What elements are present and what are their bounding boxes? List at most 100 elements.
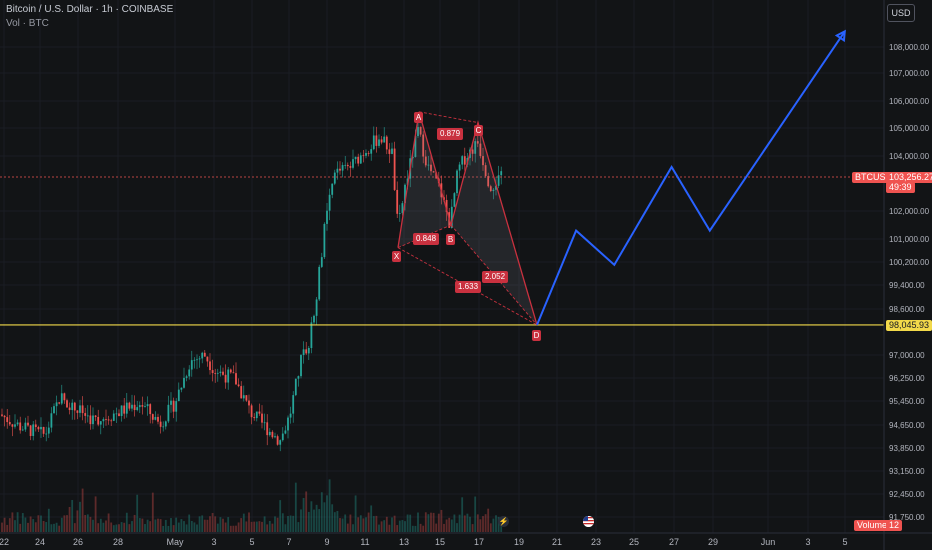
candle-body	[458, 164, 461, 171]
pattern-point-d[interactable]: D	[532, 330, 541, 341]
time-tick-label: 19	[514, 537, 524, 547]
volume-bar	[89, 516, 92, 532]
lightning-icon[interactable]: ⚡	[498, 516, 509, 527]
volume-bar	[448, 517, 451, 532]
price-tick-label: 91,750.00	[889, 513, 925, 522]
volume-bar	[14, 520, 16, 532]
volume-bar	[255, 521, 258, 532]
candle-body	[310, 322, 313, 349]
candle-body	[219, 371, 222, 373]
time-tick-label: 3	[211, 537, 216, 547]
pattern-point-a[interactable]: A	[414, 112, 423, 123]
volume-bar	[253, 521, 256, 532]
candle-body	[380, 139, 383, 143]
candle-body	[398, 213, 401, 214]
candle-body	[258, 411, 261, 414]
candle-body	[58, 402, 61, 404]
currency-button[interactable]: USD	[887, 4, 915, 22]
candle-body	[89, 415, 92, 425]
candle-body	[21, 429, 24, 431]
candle-body	[302, 349, 305, 356]
volume-bar	[136, 494, 139, 532]
volume-bar	[157, 518, 159, 532]
us-flag-icon[interactable]	[583, 516, 594, 527]
volume-bar	[66, 515, 68, 532]
candle-body	[14, 424, 16, 427]
candle-body	[365, 153, 367, 156]
volume-bar	[354, 495, 357, 532]
volume-indicator-title[interactable]: Vol · BTC	[6, 18, 49, 29]
candle-body	[123, 405, 126, 414]
volume-bar	[289, 515, 292, 532]
pattern-point-c[interactable]: C	[474, 125, 483, 136]
volume-bar	[144, 524, 146, 532]
candle-body	[401, 203, 404, 214]
candle-body	[97, 416, 100, 425]
volume-bar	[24, 517, 27, 532]
candle-body	[164, 421, 167, 427]
volume-bar	[164, 519, 167, 532]
candle-body	[216, 372, 219, 374]
volume-bar	[115, 524, 118, 532]
candle-body	[149, 404, 152, 415]
candle-body	[315, 299, 318, 316]
candle-body	[339, 168, 341, 171]
candle-body	[274, 436, 276, 438]
volume-bar	[154, 519, 157, 532]
time-tick-label: 29	[708, 537, 718, 547]
volume-label: Volume	[854, 520, 891, 531]
volume-bar	[40, 515, 42, 532]
volume-bar	[385, 516, 388, 532]
candle-body	[118, 413, 120, 417]
time-tick-label: 5	[842, 537, 847, 547]
candle-body	[232, 372, 235, 374]
candle-body	[336, 168, 339, 173]
candle-body	[255, 411, 258, 419]
candle-body	[419, 127, 422, 135]
projection-path	[536, 30, 846, 326]
time-tick-label: 21	[552, 537, 562, 547]
support-price-tag: 98,045.93	[886, 320, 932, 331]
candle-body	[128, 402, 131, 409]
candle-body	[307, 348, 310, 354]
candle-body	[414, 136, 417, 157]
volume-bar	[151, 492, 154, 532]
volume-bar	[214, 516, 217, 532]
volume-bar	[310, 501, 313, 532]
volume-bar	[216, 523, 219, 532]
volume-bar	[1, 522, 3, 532]
volume-bar	[71, 499, 74, 532]
candle-body	[66, 400, 68, 408]
time-tick-label: 5	[249, 537, 254, 547]
candle-body	[354, 156, 357, 160]
candle-body	[180, 387, 183, 390]
volume-bar	[68, 506, 71, 532]
candle-body	[16, 422, 19, 425]
candle-body	[55, 402, 58, 407]
volume-bar	[128, 524, 131, 532]
candle-body	[476, 141, 479, 144]
candle-body	[331, 183, 334, 195]
price-tick-label: 104,000.00	[889, 152, 930, 161]
candle-body	[29, 425, 32, 436]
candle-body	[417, 127, 419, 137]
candle-body	[432, 171, 435, 173]
candle-body	[76, 410, 79, 413]
volume-bar	[237, 522, 240, 532]
candle-body	[32, 424, 35, 436]
candle-body	[201, 352, 204, 359]
pattern-point-x[interactable]: X	[392, 251, 401, 262]
candle-body	[227, 369, 230, 383]
candle-body	[445, 199, 448, 213]
volume-bar	[292, 515, 295, 532]
volume-value: 12	[886, 520, 903, 531]
ratio-abc: 0.879	[437, 128, 464, 140]
symbol-title[interactable]: Bitcoin / U.S. Dollar · 1h · COINBASE	[6, 4, 174, 15]
volume-bar	[489, 523, 492, 532]
candle-body	[34, 424, 37, 428]
pattern-fill-xab	[398, 111, 451, 248]
candle-body	[281, 433, 284, 441]
pattern-point-b[interactable]: B	[446, 234, 455, 245]
price-tick-label: 96,250.00	[889, 374, 925, 383]
